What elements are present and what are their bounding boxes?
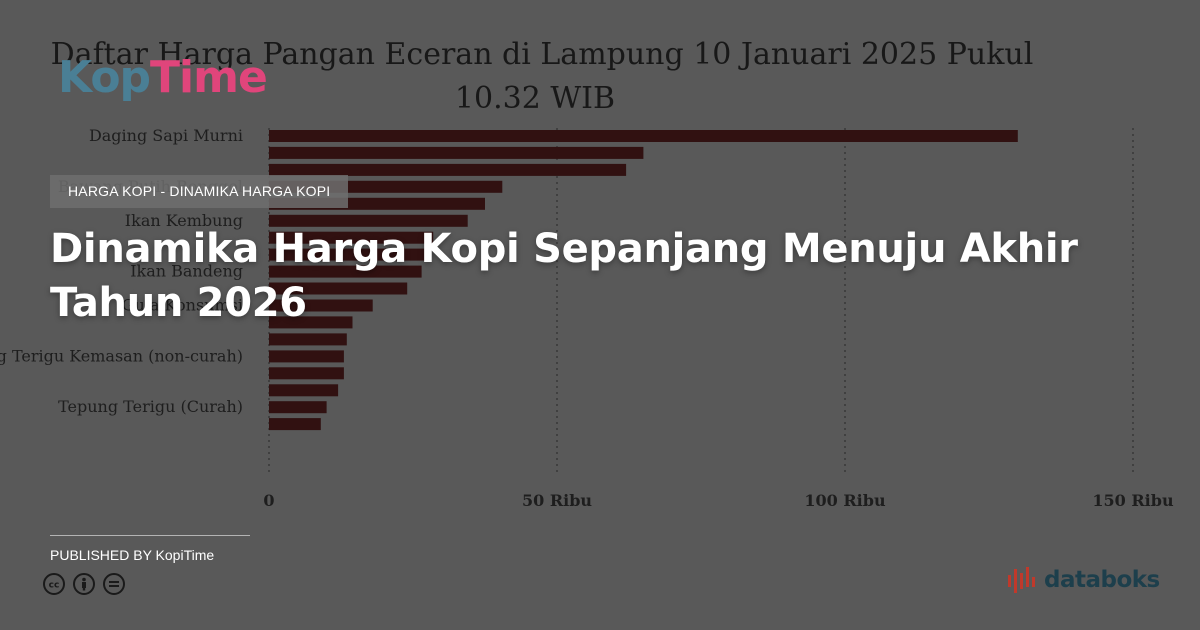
no-derivatives-icon[interactable] <box>102 572 126 596</box>
databoks-text: databoks <box>1044 567 1160 593</box>
published-by: PUBLISHED BY KopiTime <box>50 547 215 563</box>
chart-x-ticks: 0 50 Ribu 100 Ribu 150 Ribu <box>263 491 1174 510</box>
chart-bar <box>269 299 373 312</box>
logo-text-time: Time <box>150 52 268 103</box>
chart-bar <box>269 350 344 363</box>
chart-category-label: Gula Konsumsi <box>122 296 243 315</box>
chart-bar <box>269 146 644 159</box>
chart-x-tick-label: 150 Ribu <box>1092 491 1174 510</box>
logo-text-kop: Kop <box>58 52 151 103</box>
chart-bar <box>269 384 339 397</box>
chart-bar <box>269 333 347 346</box>
chart-bar <box>269 316 353 329</box>
svg-text:cc: cc <box>49 581 60 591</box>
attribution-icon[interactable] <box>72 572 96 596</box>
kopitime-logo[interactable]: KopTime <box>58 56 268 100</box>
chart-bar <box>269 163 627 176</box>
cc-icon[interactable]: cc <box>42 572 66 596</box>
chart-bar <box>269 418 321 431</box>
chart-title-line-1: Daftar Harga Pangan Eceran di Lampung 10… <box>51 37 1034 72</box>
chart-bar <box>269 265 422 278</box>
chart-x-tick-label: 100 Ribu <box>804 491 886 510</box>
chart-bar <box>269 282 408 295</box>
article-headline[interactable]: Dinamika Harga Kopi Sepanjang Menuju Akh… <box>50 226 1078 326</box>
chart-bar <box>269 130 1018 142</box>
chart-bar <box>269 231 434 244</box>
chart-category-label: Ikan Bandeng <box>130 262 243 281</box>
category-badge[interactable]: HARGA KOPI - DINAMIKA HARGA KOPI <box>50 175 349 208</box>
chart-category-label: Tepung Terigu Kemasan (non-curah) <box>0 346 243 365</box>
divider <box>50 535 250 536</box>
chart-bar <box>269 367 344 380</box>
databoks-bars-icon <box>1008 567 1035 593</box>
chart-category-label: Tepung Terigu (Curah) <box>58 397 243 416</box>
chart-category-label: Ikan Kembung <box>125 211 243 230</box>
chart-bar <box>269 248 428 261</box>
chart-bar <box>269 214 468 227</box>
chart-title-line-2: 10.32 WIB <box>455 81 615 116</box>
license-icons: cc <box>42 572 126 596</box>
chart-category-label: Daging Sapi Murni <box>89 126 243 145</box>
chart-x-tick-label: 50 Ribu <box>522 491 592 510</box>
chart-x-tick-label: 0 <box>263 491 274 510</box>
chart-bar <box>269 401 327 414</box>
databoks-watermark: databoks <box>1006 565 1160 595</box>
